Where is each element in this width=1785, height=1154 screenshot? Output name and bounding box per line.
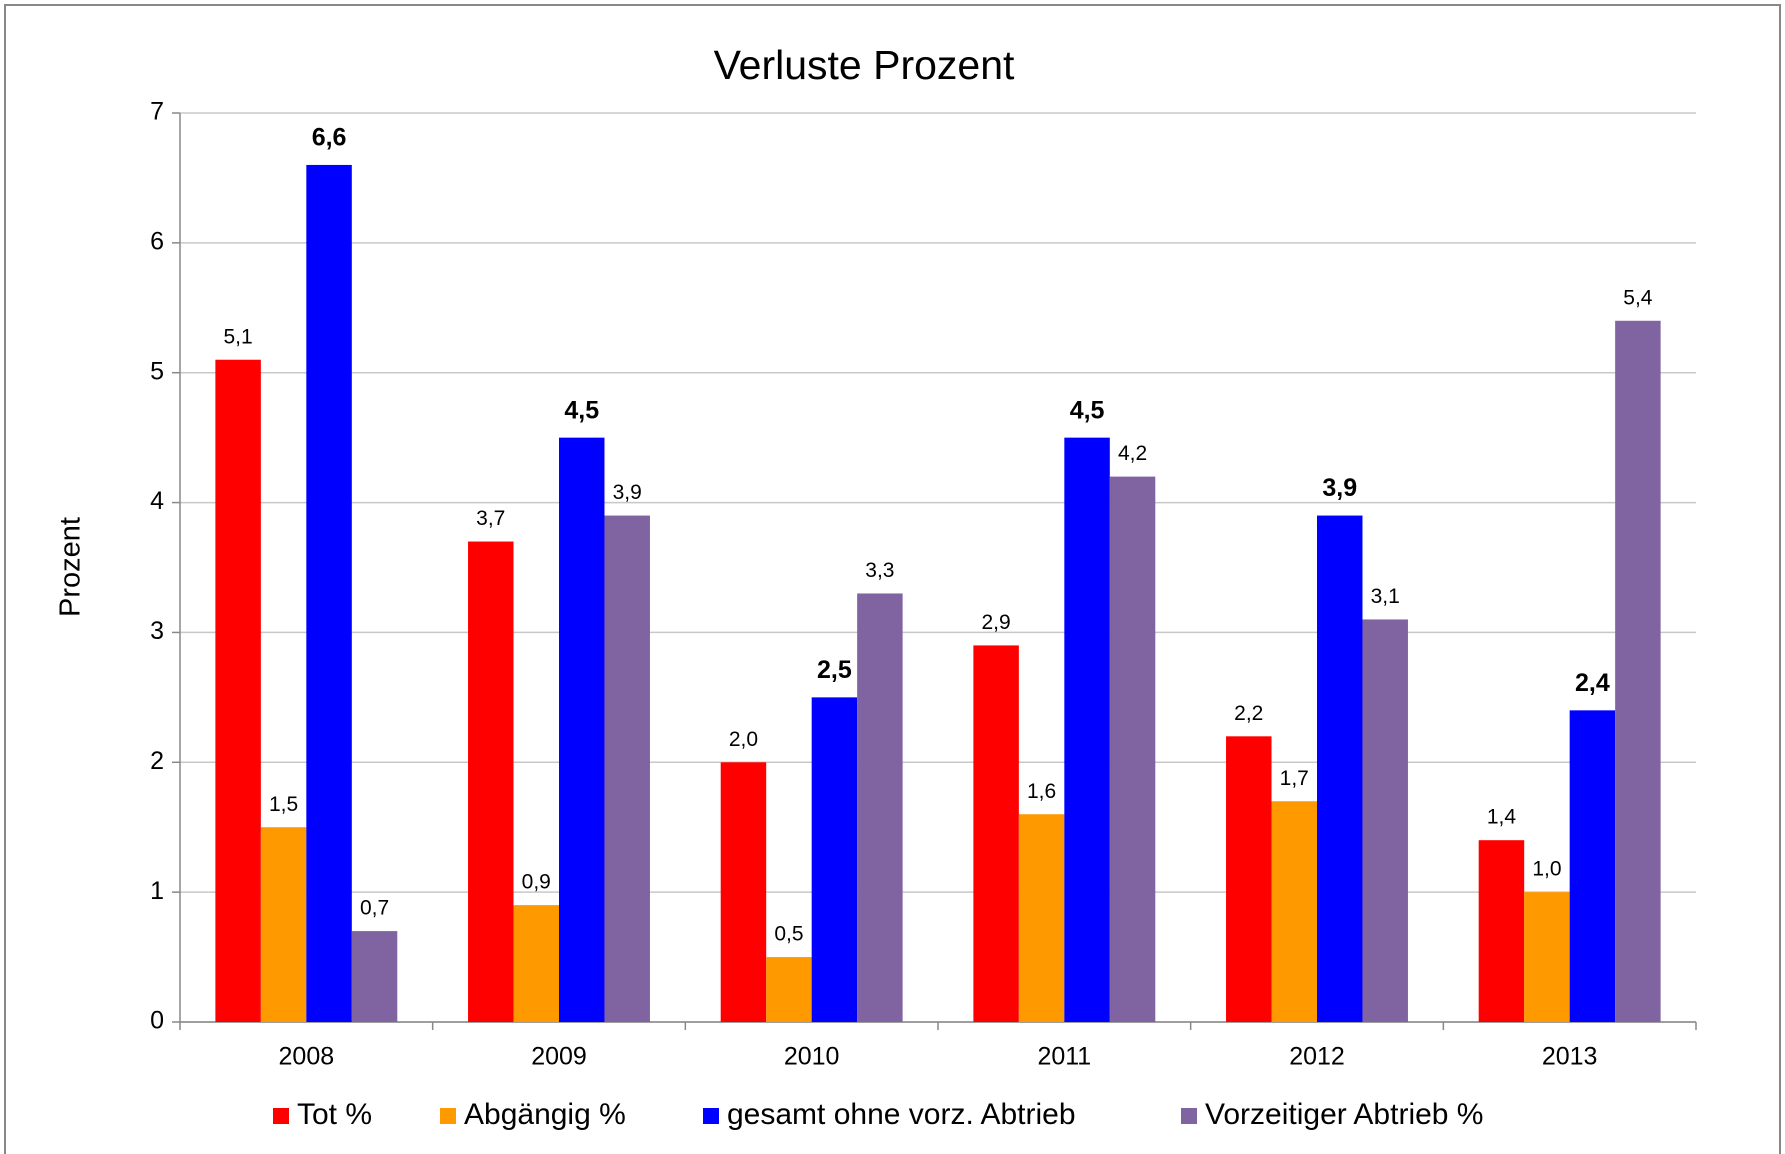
x-tick-label: 2011	[1037, 1043, 1091, 1071]
x-tick-label: 2008	[279, 1043, 335, 1071]
value-label: 3,3	[865, 559, 894, 582]
y-tick-label: 3	[150, 617, 164, 645]
y-tick-label: 1	[150, 877, 164, 905]
bar	[1524, 892, 1570, 1022]
x-tick-label: 2012	[1289, 1043, 1345, 1071]
y-axis-label: Prozent	[55, 517, 87, 617]
legend-swatch	[440, 1108, 456, 1124]
bar	[468, 541, 514, 1022]
bar	[260, 827, 307, 1022]
value-label: 6,6	[312, 124, 347, 152]
bar	[766, 957, 812, 1022]
bar	[1064, 437, 1110, 1023]
value-label: 1,5	[269, 793, 298, 816]
bar	[1317, 515, 1363, 1022]
value-label: 1,4	[1487, 806, 1517, 829]
value-label: 2,5	[817, 656, 852, 684]
bar	[215, 359, 261, 1022]
legend-label: Tot %	[297, 1098, 372, 1131]
value-label: 0,7	[360, 897, 389, 920]
y-tick-label: 2	[150, 747, 164, 775]
legend-label: gesamt ohne vorz. Abtrieb	[727, 1098, 1076, 1131]
bar	[973, 645, 1019, 1022]
bar	[1478, 840, 1525, 1022]
value-label: 4,5	[564, 396, 599, 424]
chart-title: Verluste Prozent	[714, 42, 1015, 88]
x-tick-label: 2009	[531, 1043, 587, 1071]
y-tick-label: 6	[150, 227, 164, 255]
y-tick-label: 7	[150, 98, 164, 126]
bar	[351, 931, 398, 1022]
value-label: 1,7	[1280, 767, 1309, 790]
value-label: 3,7	[476, 507, 505, 530]
value-label: 3,1	[1371, 585, 1400, 608]
y-tick-label: 5	[150, 357, 164, 385]
value-label: 3,9	[613, 481, 642, 504]
bar	[604, 515, 650, 1022]
value-label: 2,2	[1234, 702, 1263, 725]
value-label: 5,1	[224, 325, 253, 348]
value-label: 0,9	[522, 871, 551, 894]
bar	[1362, 619, 1408, 1022]
bar	[1569, 710, 1616, 1022]
bar	[513, 905, 559, 1022]
value-label: 5,4	[1623, 286, 1653, 309]
bar	[811, 697, 858, 1022]
bar	[857, 593, 903, 1022]
value-label: 4,5	[1070, 396, 1105, 424]
legend-swatch	[1181, 1108, 1197, 1124]
bar	[1018, 814, 1065, 1022]
bar	[1226, 736, 1272, 1022]
bar	[720, 762, 767, 1022]
bar	[1271, 801, 1317, 1022]
legend-swatch	[273, 1108, 289, 1124]
y-tick-label: 4	[150, 487, 164, 515]
value-label: 1,0	[1532, 858, 1561, 881]
value-label: 3,9	[1322, 474, 1357, 502]
value-label: 1,6	[1027, 780, 1056, 803]
x-tick-label: 2010	[784, 1043, 840, 1071]
legend-swatch	[703, 1108, 719, 1124]
y-tick-label: 0	[150, 1007, 164, 1035]
value-label: 4,2	[1118, 442, 1147, 465]
bar	[1615, 320, 1661, 1022]
bar	[559, 437, 605, 1023]
bar	[1109, 476, 1156, 1023]
value-label: 0,5	[774, 923, 803, 946]
bar	[306, 164, 352, 1022]
value-label: 2,0	[729, 728, 758, 751]
x-tick-label: 2013	[1542, 1043, 1598, 1071]
value-label: 2,9	[982, 611, 1011, 634]
legend-label: Vorzeitiger Abtrieb %	[1205, 1098, 1483, 1131]
value-label: 2,4	[1575, 669, 1610, 697]
legend-label: Abgängig %	[464, 1098, 626, 1131]
